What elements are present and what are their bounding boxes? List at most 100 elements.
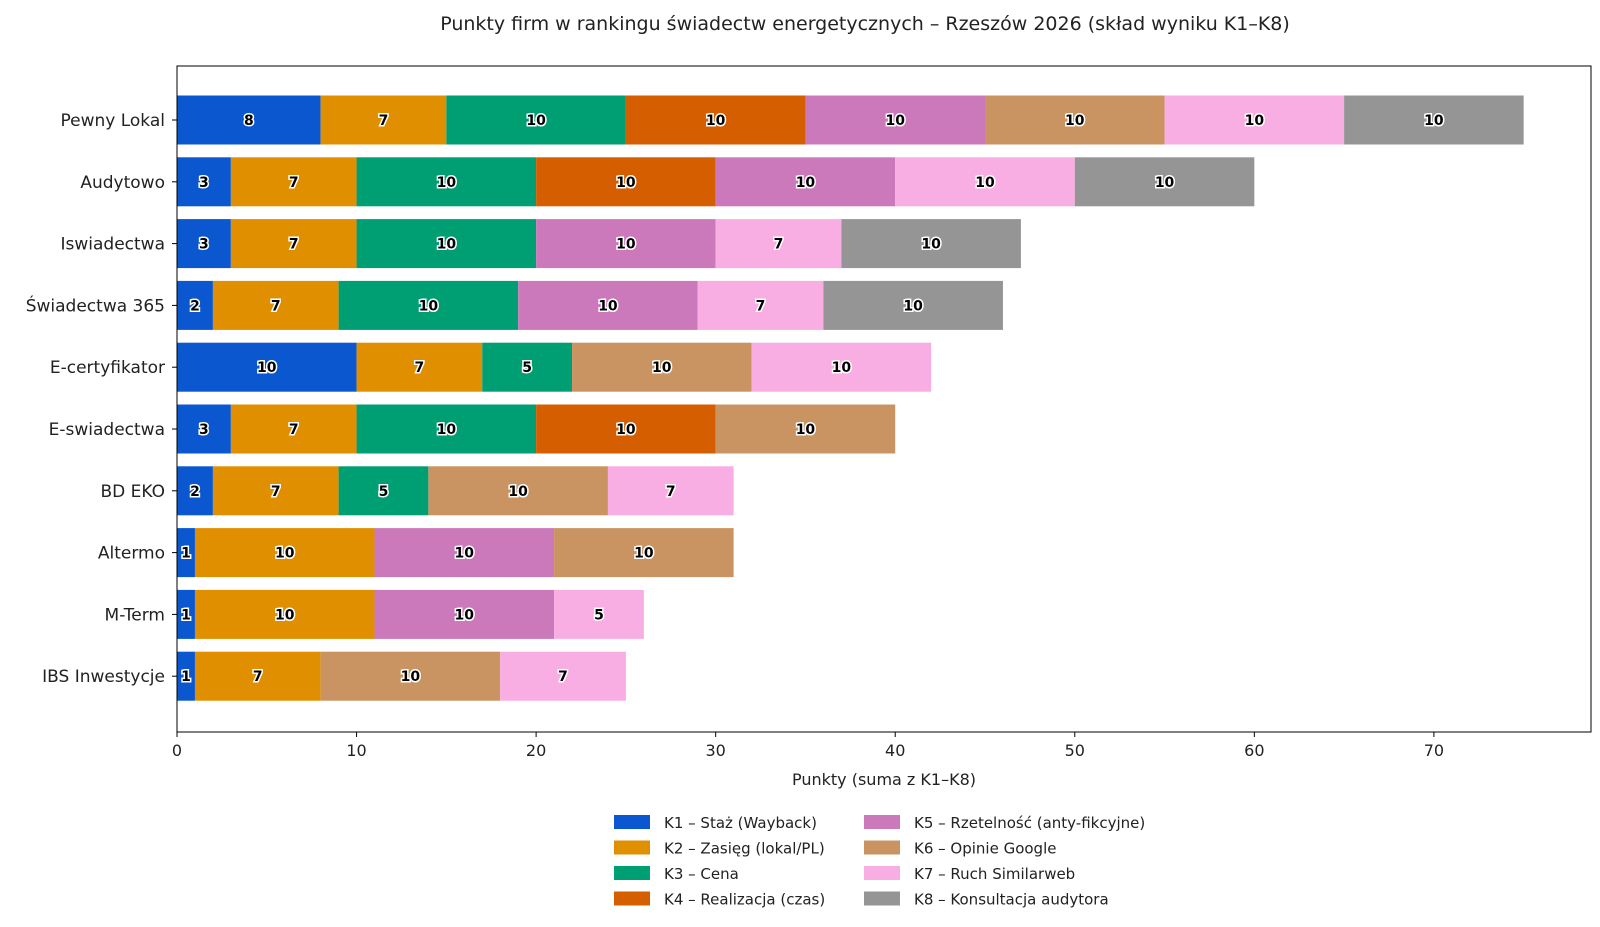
bar-label-bd-eko-k2: 7 <box>271 484 281 500</box>
legend-item-k2: K2 – Zasięg (lokal/PL) <box>614 840 825 858</box>
y-tick-label-pewny-lokal: Pewny Lokal <box>60 111 165 131</box>
y-tick-label-bd-eko: BD EKO <box>101 482 166 502</box>
x-tick-label-30: 30 <box>705 741 725 760</box>
x-tick-label-0: 0 <box>172 741 182 760</box>
bar-altermo-k2 <box>194 528 375 578</box>
bar-label-audytowo-k2: 7 <box>289 175 299 191</box>
y-tick-label-m-term: M-Term <box>105 605 165 625</box>
y-tick-label-altermo: Altermo <box>98 544 165 564</box>
bar-swiadectwa-365-k1 <box>177 280 213 330</box>
bar-label-iswiadectwa-k1: 3 <box>199 237 209 253</box>
bar-pewny-lokal-k4 <box>625 95 806 145</box>
bar-swiadectwa-365-k3 <box>338 280 519 330</box>
bar-label-e-swiadectwa-k4: 10 <box>616 422 636 438</box>
bar-swiadectwa-365-k8 <box>823 280 1003 330</box>
bar-label-audytowo-k8: 10 <box>1155 175 1175 191</box>
bar-label-swiadectwa-365-k8: 10 <box>903 298 923 314</box>
bar-label-altermo-k6: 10 <box>634 546 654 562</box>
legend-swatch-k8 <box>864 891 900 906</box>
bar-iswiadectwa-k8 <box>841 219 1021 269</box>
y-tick-label-audytowo: Audytowo <box>80 173 165 193</box>
bar-m-term-k5 <box>374 589 555 639</box>
bar-audytowo-k5 <box>715 157 896 207</box>
legend-swatch-k4 <box>614 891 650 906</box>
bar-label-bd-eko-k3: 5 <box>379 484 389 500</box>
x-tick-label-20: 20 <box>526 741 546 760</box>
bar-label-e-certyfikator-k7: 10 <box>832 360 852 376</box>
y-tick-label-e-swiadectwa: E-swiadectwa <box>49 420 165 440</box>
bar-ibs-inwestycje-k6 <box>320 651 501 701</box>
bar-e-swiadectwa-k3 <box>356 404 537 454</box>
bar-label-pewny-lokal-k5: 10 <box>885 113 905 129</box>
bar-label-m-term-k1: 1 <box>181 607 191 623</box>
bar-label-ibs-inwestycje-k7: 7 <box>558 669 568 685</box>
bar-iswiadectwa-k1 <box>177 219 231 269</box>
bar-m-term-k1 <box>177 589 195 639</box>
bar-label-pewny-lokal-k7: 10 <box>1245 113 1265 129</box>
bar-ibs-inwestycje-k7 <box>500 651 626 701</box>
bar-label-iswiadectwa-k3: 10 <box>437 237 457 253</box>
bar-label-bd-eko-k7: 7 <box>666 484 676 500</box>
bar-ibs-inwestycje-k1 <box>177 651 195 701</box>
bar-label-ibs-inwestycje-k2: 7 <box>253 669 263 685</box>
y-tick-label-ibs-inwestycje: IBS Inwestycje <box>42 667 165 687</box>
bar-label-audytowo-k1: 3 <box>199 175 209 191</box>
legend-swatch-k3 <box>614 866 650 880</box>
bar-label-m-term-k5: 10 <box>455 607 475 623</box>
bar-audytowo-k1 <box>177 157 231 207</box>
bar-label-swiadectwa-365-k1: 2 <box>190 298 200 314</box>
bar-label-iswiadectwa-k8: 10 <box>921 237 941 253</box>
x-tick-label-60: 60 <box>1244 741 1264 760</box>
bar-label-pewny-lokal-k6: 10 <box>1065 113 1085 129</box>
legend-swatch-k5 <box>864 815 900 829</box>
legend-item-k4: K4 – Realizacja (czas) <box>614 891 825 909</box>
legend-label-k8: K8 – Konsultacja audytora <box>914 891 1109 909</box>
legend-item-k1: K1 – Staż (Wayback) <box>614 814 817 832</box>
bar-pewny-lokal-k7 <box>1164 95 1345 145</box>
bar-pewny-lokal-k6 <box>985 95 1165 145</box>
bar-label-altermo-k1: 1 <box>181 546 191 562</box>
bar-iswiadectwa-k3 <box>356 219 537 269</box>
x-axis-label: Punkty (suma z K1–K8) <box>792 770 976 789</box>
bar-e-swiadectwa-k6 <box>715 404 896 454</box>
bar-e-certyfikator-k1 <box>177 342 357 392</box>
bar-label-e-certyfikator-k1: 10 <box>257 360 277 376</box>
bar-label-e-swiadectwa-k1: 3 <box>199 422 209 438</box>
y-tick-label-swiadectwa-365: Świadectwa 365 <box>26 294 165 316</box>
bar-e-swiadectwa-k1 <box>177 404 231 454</box>
bar-audytowo-k7 <box>895 157 1075 207</box>
bar-swiadectwa-365-k7 <box>697 280 824 330</box>
legend-swatch-k2 <box>614 840 650 855</box>
chart-title: Punkty firm w rankingu świadectw energet… <box>440 13 1290 35</box>
bar-label-pewny-lokal-k8: 10 <box>1424 113 1444 129</box>
bar-iswiadectwa-k7 <box>715 219 842 269</box>
legend-label-k2: K2 – Zasięg (lokal/PL) <box>664 840 825 858</box>
bar-e-certyfikator-k3 <box>482 342 573 392</box>
bar-label-m-term-k2: 10 <box>275 607 295 623</box>
bar-swiadectwa-365-k5 <box>518 280 698 330</box>
bar-label-audytowo-k7: 10 <box>975 175 995 191</box>
bar-label-iswiadectwa-k7: 7 <box>774 237 784 253</box>
legend-label-k7: K7 – Ruch Similarweb <box>914 865 1075 883</box>
bar-altermo-k5 <box>374 528 555 578</box>
bar-value-labels: 8 7 10 10 10 10 10 10 3 7 10 10 10 10 10 3 7 10 10 7 10 2 7 10 1… <box>180 112 1446 687</box>
bar-e-certyfikator-k7 <box>751 342 932 392</box>
x-tick-label-50: 50 <box>1065 741 1085 760</box>
bar-label-e-certyfikator-k2: 7 <box>415 360 425 376</box>
bar-iswiadectwa-k2 <box>230 219 357 269</box>
y-tick-label-e-certyfikator: E-certyfikator <box>50 358 165 378</box>
legend-item-k3: K3 – Cena <box>614 865 739 883</box>
bar-audytowo-k4 <box>536 157 716 207</box>
legend-item-k6: K6 – Opinie Google <box>864 840 1056 858</box>
bar-label-e-certyfikator-k3: 5 <box>522 360 532 376</box>
x-tick-label-70: 70 <box>1424 741 1444 760</box>
bar-bd-eko-k3 <box>338 466 429 516</box>
bar-label-audytowo-k4: 10 <box>616 175 636 191</box>
legend-item-k7: K7 – Ruch Similarweb <box>864 865 1075 883</box>
bar-label-altermo-k5: 10 <box>455 546 475 562</box>
bar-e-swiadectwa-k4 <box>536 404 716 454</box>
legend: K1 – Staż (Wayback) K2 – Zasięg (lokal/PL… <box>614 814 1145 909</box>
bar-pewny-lokal-k5 <box>805 95 985 145</box>
bar-label-swiadectwa-365-k3: 10 <box>419 298 439 314</box>
bar-label-bd-eko-k6: 10 <box>508 484 528 500</box>
